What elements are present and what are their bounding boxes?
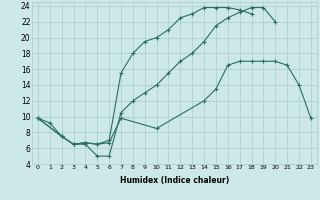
X-axis label: Humidex (Indice chaleur): Humidex (Indice chaleur) bbox=[120, 176, 229, 185]
